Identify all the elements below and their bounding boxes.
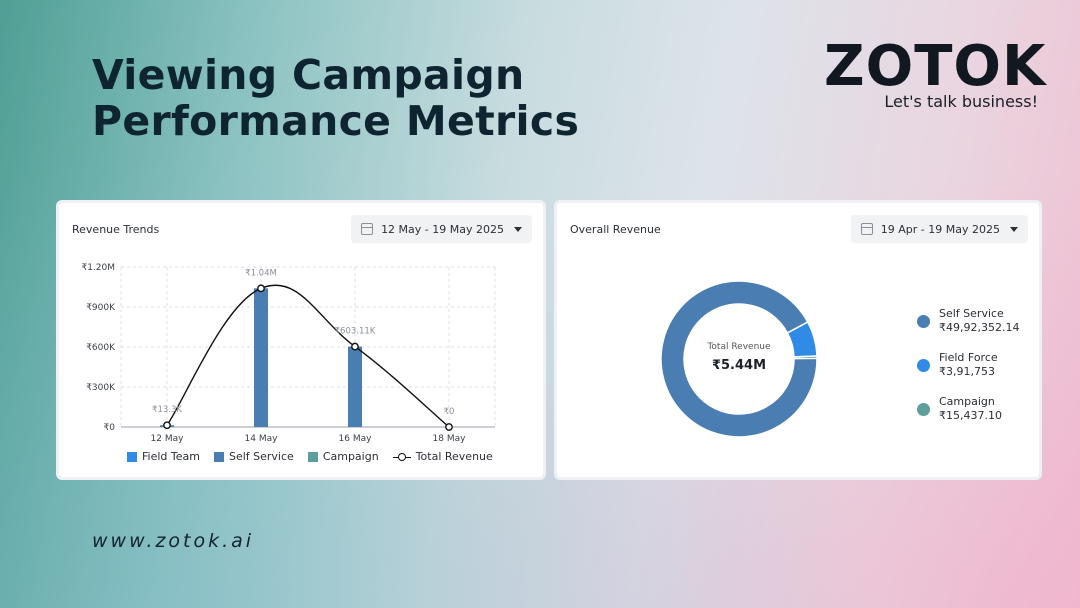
page-title-line2: Performance Metrics bbox=[92, 97, 580, 145]
legend-campaign[interactable]: Campaign ₹15,437.10 bbox=[917, 395, 1019, 423]
total-revenue-point[interactable] bbox=[257, 284, 265, 293]
overall-revenue-card: Overall Revenue 19 Apr - 19 May 2025 Tot… bbox=[554, 200, 1042, 480]
donut-slice-self-service[interactable] bbox=[660, 280, 818, 438]
legend-label: Campaign bbox=[322, 450, 379, 463]
legend-field-force[interactable]: Field Force ₹3,91,753 bbox=[917, 351, 1019, 379]
revenue-trends-date-range: 12 May - 19 May 2025 bbox=[381, 222, 504, 236]
revenue-trends-legend: Field Team Self Service Campaign Total R… bbox=[127, 450, 493, 463]
field-team-swatch bbox=[127, 451, 137, 462]
total-revenue-swatch bbox=[392, 452, 411, 462]
y-tick-label: ₹900K bbox=[86, 303, 116, 313]
legend-self-service[interactable]: Self Service ₹49,92,352.14 bbox=[917, 307, 1019, 335]
chevron-down-icon bbox=[514, 226, 522, 232]
page-title-line1: Viewing Campaign bbox=[92, 51, 525, 99]
donut-center-value: ₹5.44M bbox=[712, 358, 766, 373]
legend-campaign[interactable]: Campaign bbox=[307, 450, 379, 463]
website-link[interactable]: www.zotok.ai bbox=[92, 530, 255, 552]
calendar-icon bbox=[361, 223, 374, 235]
data-label: ₹0 bbox=[444, 407, 455, 417]
chevron-down-icon bbox=[1010, 226, 1018, 232]
self-service-swatch bbox=[213, 451, 224, 462]
bar-self-service[interactable] bbox=[254, 288, 268, 427]
overall-revenue-legend: Self Service ₹49,92,352.14 Field Force ₹… bbox=[917, 307, 1019, 439]
data-label: ₹603.11K bbox=[335, 327, 376, 337]
page-title: Viewing Campaign Performance Metrics bbox=[92, 52, 579, 144]
self-service-dot bbox=[917, 315, 930, 328]
data-label: ₹1.04M bbox=[245, 268, 277, 278]
legend-total-revenue[interactable]: Total Revenue bbox=[392, 450, 493, 463]
legend-label: Field Team bbox=[142, 450, 200, 463]
legend-value: ₹49,92,352.14 bbox=[939, 321, 1020, 334]
legend-name: Field Force bbox=[939, 351, 998, 364]
y-tick-label: ₹600K bbox=[86, 343, 116, 353]
x-tick-label: 18 May bbox=[433, 434, 467, 444]
calendar-icon bbox=[860, 223, 873, 235]
legend-value: ₹15,437.10 bbox=[939, 409, 1002, 422]
total-revenue-line bbox=[166, 284, 450, 428]
revenue-trends-chart: ₹0 ₹300K ₹600K ₹900K ₹1.20M 12 May 14 May 16 Ma… bbox=[81, 263, 496, 444]
y-tick-label: ₹300K bbox=[86, 383, 116, 393]
campaign-dot bbox=[917, 403, 930, 416]
overall-revenue-date-picker[interactable]: 19 Apr - 19 May 2025 bbox=[850, 215, 1028, 243]
overall-revenue-donut: Total Revenue ₹5.44M bbox=[660, 280, 818, 438]
campaign-swatch bbox=[307, 451, 318, 462]
logo-wordmark: ZOTOK bbox=[824, 34, 1047, 99]
legend-field-team[interactable]: Field Team bbox=[127, 450, 200, 463]
total-revenue-point[interactable] bbox=[163, 421, 171, 430]
bar-self-service[interactable] bbox=[348, 346, 362, 427]
overall-revenue-date-range: 19 Apr - 19 May 2025 bbox=[880, 222, 1000, 236]
x-tick-label: 14 May bbox=[245, 434, 279, 444]
legend-label: Self Service bbox=[228, 450, 294, 463]
logo-tagline: Let's talk business! bbox=[884, 92, 1038, 111]
revenue-trends-card: Revenue Trends 12 May - 19 May 2025 ₹0 ₹3… bbox=[56, 200, 546, 480]
legend-name: Self Service bbox=[939, 307, 1004, 320]
total-revenue-point[interactable] bbox=[351, 342, 359, 351]
y-tick-label: ₹1.20M bbox=[81, 263, 115, 273]
donut-center-label: Total Revenue bbox=[706, 342, 771, 352]
legend-label: Total Revenue bbox=[415, 450, 493, 463]
overall-revenue-title: Overall Revenue bbox=[570, 223, 661, 236]
x-tick-label: 16 May bbox=[339, 434, 373, 444]
x-tick-label: 12 May bbox=[151, 434, 185, 444]
data-label: ₹13.3K bbox=[152, 405, 182, 415]
y-tick-label: ₹0 bbox=[104, 423, 116, 433]
legend-value: ₹3,91,753 bbox=[939, 365, 995, 378]
legend-self-service[interactable]: Self Service bbox=[213, 450, 294, 463]
donut-slice-campaign[interactable] bbox=[793, 355, 818, 360]
field-force-dot bbox=[917, 359, 930, 372]
revenue-trends-title: Revenue Trends bbox=[72, 223, 160, 236]
legend-name: Campaign bbox=[939, 395, 995, 408]
revenue-trends-date-picker[interactable]: 12 May - 19 May 2025 bbox=[351, 215, 532, 243]
total-revenue-point[interactable] bbox=[445, 423, 453, 431]
brand-logo: ZOTOK Let's talk business! bbox=[824, 32, 1047, 116]
